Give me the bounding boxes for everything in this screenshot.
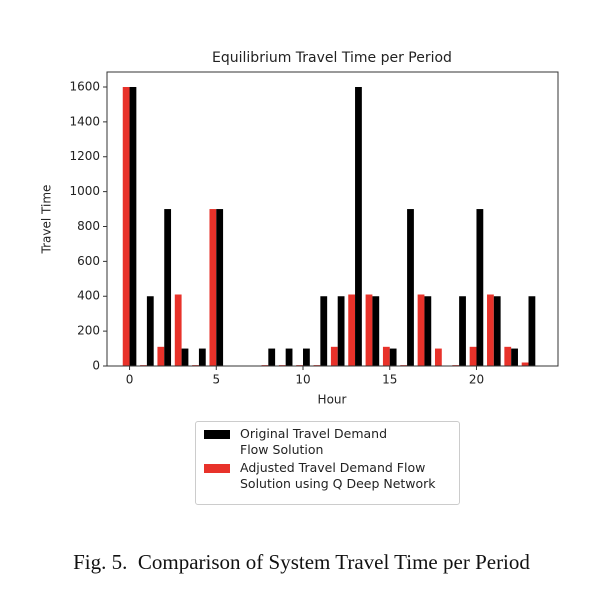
bar	[174, 294, 182, 366]
bar	[424, 296, 432, 366]
bar	[487, 294, 494, 366]
bar	[129, 86, 137, 366]
bar	[157, 346, 165, 366]
y-tick-label: 1200	[69, 149, 100, 163]
bar	[181, 348, 189, 366]
bar	[417, 294, 425, 366]
legend-swatch	[204, 464, 230, 473]
legend-entry: Adjusted Travel Demand Flow Solution usi…	[202, 460, 453, 492]
bar	[146, 296, 154, 366]
y-tick-label: 800	[77, 219, 100, 233]
y-tick-label: 200	[77, 324, 100, 338]
y-tick-label: 400	[77, 289, 100, 303]
bar	[476, 209, 484, 366]
bar	[164, 209, 172, 366]
x-tick-label: 0	[126, 373, 134, 387]
legend-entry: Original Travel Demand Flow Solution	[202, 426, 453, 458]
y-tick-label: 1000	[69, 184, 100, 198]
bar	[320, 296, 328, 366]
bar	[198, 348, 206, 366]
bar	[209, 209, 217, 366]
y-axis-label: Travel Time	[40, 185, 54, 255]
caption: Fig. 5. Comparison of System Travel Time…	[73, 550, 530, 574]
bar	[337, 296, 345, 366]
bar	[285, 348, 293, 366]
plot-frame	[106, 71, 559, 367]
bar	[528, 296, 536, 366]
bar	[365, 294, 373, 366]
legend-label: Original Travel Demand Flow Solution	[240, 426, 388, 457]
legend-swatch	[204, 430, 230, 439]
x-tick-label: 15	[382, 373, 397, 387]
y-tick-label: 1400	[69, 114, 100, 128]
bar	[372, 296, 380, 366]
bar	[407, 209, 414, 366]
chart: Equilibrium Travel Time per Period Hour …	[40, 50, 559, 407]
x-tick-label: 10	[295, 373, 310, 387]
y-tick-label: 600	[77, 254, 100, 268]
bar	[382, 346, 390, 366]
legend-label: Adjusted Travel Demand Flow Solution usi…	[240, 460, 436, 491]
bar	[303, 348, 310, 366]
bar	[504, 346, 512, 366]
bar	[348, 294, 356, 366]
x-tick-label: 5	[212, 373, 220, 387]
bar	[216, 209, 224, 366]
bar	[330, 346, 338, 366]
bar	[355, 86, 362, 366]
x-axis-label: Hour	[318, 393, 347, 407]
bar	[434, 348, 442, 366]
y-tick-label: 1600	[69, 79, 100, 93]
bar	[122, 86, 130, 366]
bar	[511, 348, 518, 366]
y-tick-label: 0	[92, 359, 100, 373]
x-tick-label: 20	[469, 373, 484, 387]
bar	[389, 348, 397, 366]
bar	[268, 348, 276, 366]
bar	[521, 362, 529, 366]
bar	[459, 296, 466, 366]
legend: Original Travel Demand Flow Solution Adju…	[195, 421, 460, 505]
chart-title: Equilibrium Travel Time per Period	[212, 50, 452, 66]
bar	[493, 296, 501, 366]
bar	[469, 346, 477, 366]
